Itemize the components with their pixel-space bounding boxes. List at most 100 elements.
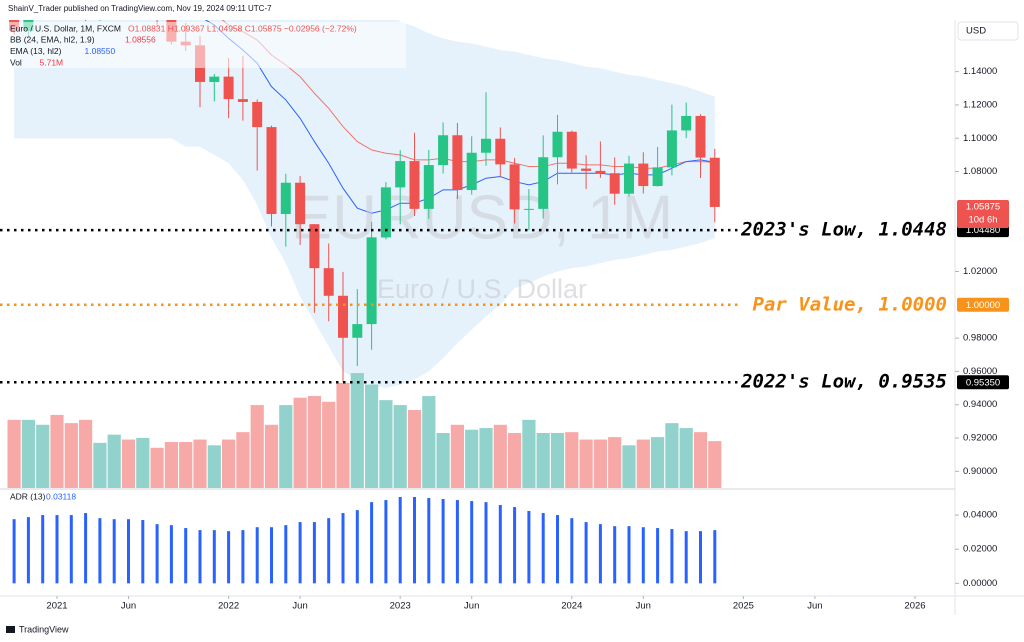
candle-body xyxy=(266,127,277,215)
volume-bar xyxy=(436,432,450,488)
candle-body xyxy=(566,131,577,169)
candle-body xyxy=(237,99,248,102)
currency[interactable]: USD xyxy=(966,26,986,37)
volume-bar xyxy=(93,442,107,488)
candle-body xyxy=(495,138,506,165)
candle-body xyxy=(409,161,420,209)
adr-bar xyxy=(26,517,30,584)
adr-bar xyxy=(584,522,588,584)
adr-bar xyxy=(127,519,130,584)
volume-bar xyxy=(21,419,35,488)
adr-bar xyxy=(255,527,259,584)
x-tick-label: Jun xyxy=(292,601,307,612)
volume-bar xyxy=(150,447,164,488)
volume-bar xyxy=(379,400,393,488)
adr-bar xyxy=(541,513,545,584)
adr-bar xyxy=(427,498,431,584)
watermark-symbol: EURUSD, 1M xyxy=(291,183,673,252)
x-tick-label: 2021 xyxy=(46,601,67,612)
x-tick-label: 2023 xyxy=(390,601,411,612)
adr-bar xyxy=(112,519,116,584)
candle-body xyxy=(681,115,692,131)
adr-bar xyxy=(441,499,445,584)
adr-bar xyxy=(455,500,459,584)
footer-logo xyxy=(6,626,15,633)
y-tick-label: 1.02000 xyxy=(963,266,997,277)
adr-bar xyxy=(12,519,16,584)
volume-bar xyxy=(422,396,436,488)
footer: TradingView xyxy=(19,624,69,634)
candle-body xyxy=(538,157,549,209)
volume-bar xyxy=(679,428,693,488)
legend-backdrop xyxy=(6,22,406,68)
x-tick-label: 2024 xyxy=(561,601,582,612)
volume-bar xyxy=(79,419,93,488)
adr-bar xyxy=(713,530,717,584)
adr-legend-value: 0.03118 xyxy=(46,491,76,501)
volume-bar xyxy=(493,424,507,488)
adr-bar xyxy=(699,531,702,584)
candle-body xyxy=(624,163,634,194)
volume-bar xyxy=(608,437,622,488)
volume-bar xyxy=(179,442,193,488)
adr-bar xyxy=(284,525,288,584)
candle-body xyxy=(323,268,334,296)
candle-body xyxy=(223,76,234,100)
volume-bar xyxy=(350,373,364,488)
candle-body xyxy=(209,76,220,82)
y-tick-label: 0.90000 xyxy=(963,466,997,477)
indicator-legend-name: EMA (13, hl2) xyxy=(10,46,62,56)
adr-bar xyxy=(556,515,559,584)
adr-bar xyxy=(327,518,331,584)
volume-bar xyxy=(279,405,293,488)
candle-body xyxy=(352,324,363,338)
currency-box[interactable] xyxy=(957,21,1019,41)
volume-bar xyxy=(579,439,593,488)
bb-basis-line xyxy=(221,20,715,169)
volume-bar xyxy=(536,432,550,488)
adr-bar xyxy=(656,528,660,584)
candle-body xyxy=(552,131,563,158)
volume-bar xyxy=(121,439,136,488)
candle-body xyxy=(695,115,706,158)
volume-bar xyxy=(465,429,479,488)
y-tick-label: 0.96000 xyxy=(963,366,997,377)
y-tick-label: 1.08000 xyxy=(963,166,997,177)
candle-body xyxy=(438,135,449,166)
adr-legend-name: ADR (13) xyxy=(10,491,46,501)
volume-bar xyxy=(393,405,407,488)
adr-bar xyxy=(84,513,88,584)
candle-body xyxy=(481,138,491,153)
adr-bar xyxy=(670,529,674,584)
volume-bar xyxy=(407,410,422,488)
y-tick-label: 0.98000 xyxy=(963,333,997,344)
y-tick-label: 1.10000 xyxy=(963,133,997,144)
adr-y-tick-label: 0.00000 xyxy=(963,578,997,589)
candle-body xyxy=(666,130,677,168)
adr-bar xyxy=(398,496,402,584)
candle-body xyxy=(652,167,663,187)
candle-body xyxy=(509,164,520,210)
candle-body xyxy=(423,165,434,209)
candle-body xyxy=(638,163,649,187)
adr-bar xyxy=(413,496,416,584)
volume-bar xyxy=(36,424,50,488)
candle-body xyxy=(595,170,606,174)
indicator-legend-name: BB (24, EMA, hl2, 1.9) xyxy=(10,34,95,44)
y-tick-label: 1.14000 xyxy=(963,66,997,77)
annotation-text: 2022's Low, 0.9535 xyxy=(740,371,947,393)
volume-bar xyxy=(365,384,379,488)
adr-bar xyxy=(212,530,216,584)
indicator-legend-value: 5.71M xyxy=(40,57,64,67)
x-tick-label: 2022 xyxy=(218,601,239,612)
adr-bar xyxy=(198,530,202,584)
volume-bar xyxy=(336,382,350,488)
volume-bar xyxy=(550,432,565,488)
adr-bar xyxy=(241,530,245,584)
adr-bar xyxy=(513,507,517,584)
adr-bar xyxy=(627,526,631,584)
x-tick-label: Jun xyxy=(121,601,136,612)
adr-bar xyxy=(155,524,159,584)
candle-body xyxy=(581,168,592,171)
watermark-description: Euro / U.S. Dollar xyxy=(377,274,587,304)
